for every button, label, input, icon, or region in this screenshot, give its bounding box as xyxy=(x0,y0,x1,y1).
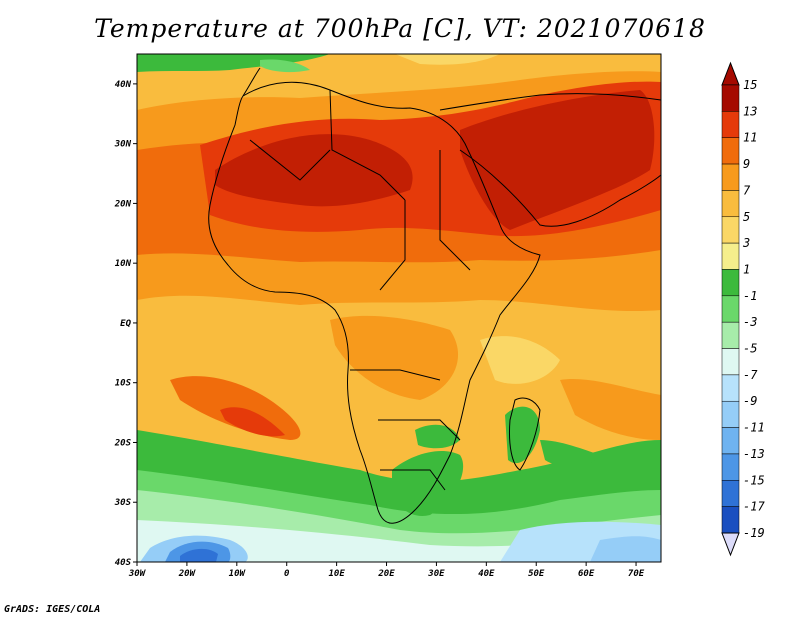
colorbar-segment xyxy=(721,242,740,270)
colorbar-segment xyxy=(721,137,740,165)
lon-tick-label: 30W xyxy=(128,569,147,579)
lat-tick-label: 10N xyxy=(115,259,132,269)
colorbar-segment xyxy=(721,216,740,244)
colorbar-segment xyxy=(721,111,740,138)
colorbar-label: -19 xyxy=(743,526,765,540)
lon-tick-label: 20W xyxy=(178,569,197,579)
colorbar-label: 3 xyxy=(742,236,750,250)
colorbar-label: -1 xyxy=(743,289,757,303)
lat-tick-label: 40N xyxy=(115,80,132,90)
lon-tick-label: 60E xyxy=(578,569,595,579)
colorbar-segment xyxy=(721,453,740,481)
colorbar-label: -13 xyxy=(743,447,765,461)
colorbar-label: 9 xyxy=(743,157,750,171)
colorbar-label: -17 xyxy=(743,500,765,514)
colorbar-segment xyxy=(721,506,740,534)
colorbar-label: -7 xyxy=(743,368,758,382)
lat-tick-label: 20N xyxy=(114,199,132,209)
colorbar-segment xyxy=(721,427,740,455)
grads-credit: GrADS: IGES/COLA xyxy=(4,604,101,615)
colorbar-label: -9 xyxy=(743,394,757,408)
lon-tick-label: 10W xyxy=(229,569,247,579)
colorbar-label: -11 xyxy=(743,421,765,435)
latitude-axis: 40N 30N 20N 10N EQ 10S 20S 30S 40S xyxy=(114,80,137,568)
map-title: Temperature at 700hPa [C], VT: 202107061… xyxy=(94,14,706,43)
colorbar-segment xyxy=(721,84,740,112)
colorbar-label: 11 xyxy=(743,131,757,145)
lat-tick-label: 30N xyxy=(114,140,132,150)
lon-tick-label: 50E xyxy=(528,569,545,579)
lon-tick-label: 30E xyxy=(427,569,445,579)
lon-tick-label: 20E xyxy=(377,569,395,579)
lat-tick-label: 40S xyxy=(115,558,132,568)
country-outlines xyxy=(208,67,661,524)
lon-tick-label: 10E xyxy=(328,569,345,579)
colorbar-label: 15 xyxy=(743,78,757,92)
colorbar-segment xyxy=(721,374,740,402)
colorbar-segment xyxy=(721,295,740,323)
colorbar-label: 7 xyxy=(743,183,751,197)
lon-tick-label: 0 xyxy=(284,569,290,579)
colorbar-label: -5 xyxy=(743,342,757,356)
colorbar-segment xyxy=(721,190,740,218)
colorbar-segment xyxy=(721,480,740,507)
temperature-field xyxy=(137,54,661,562)
lon-tick-label: 40E xyxy=(478,569,495,579)
colorbar-label: -15 xyxy=(743,473,765,487)
lat-tick-label: 20S xyxy=(114,438,132,448)
colorbar-label: 1 xyxy=(743,262,750,276)
colorbar-segment xyxy=(721,348,740,376)
colorbar-segment xyxy=(721,400,740,428)
lon-tick-label: 70E xyxy=(628,569,645,579)
colorbar-segment xyxy=(721,163,740,191)
lat-tick-label: 30S xyxy=(114,498,132,508)
colorbar-label: 5 xyxy=(743,210,750,224)
colorbar-segment xyxy=(721,321,740,349)
colorbar-top-triangle xyxy=(721,61,740,86)
colorbar-bottom-triangle xyxy=(721,532,740,557)
colorbar-segment xyxy=(721,269,740,297)
colorbar: 15 13 11 9 7 5 3 1 -1 -3 -5 -7 -9 -11 -13 -15 -17 -19 xyxy=(721,61,765,557)
lat-tick-label: EQ xyxy=(120,319,131,329)
map-frame xyxy=(136,53,662,563)
longitude-axis: 30W 20W 10W 0 10E 20E 30E 40E 50E 60E 70E xyxy=(128,562,645,579)
colorbar-label: -3 xyxy=(743,315,757,329)
lat-tick-label: 10S xyxy=(115,379,132,389)
colorbar-label: 13 xyxy=(743,104,757,118)
